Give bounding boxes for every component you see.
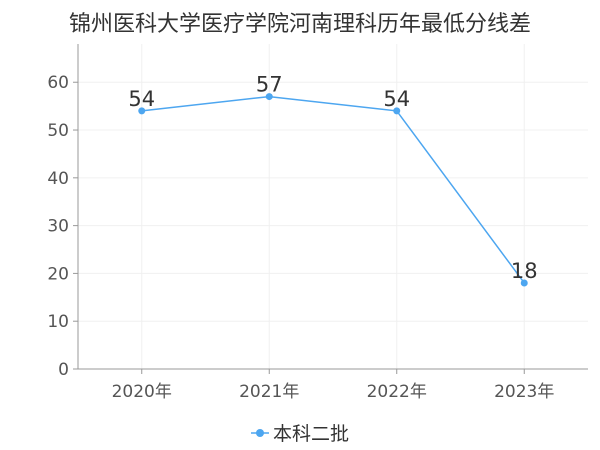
data-label: 54	[383, 87, 410, 111]
data-point[interactable]	[265, 93, 273, 101]
data-point[interactable]	[393, 107, 401, 115]
legend-label[interactable]: 本科二批	[273, 423, 349, 445]
legend[interactable]: 本科二批	[251, 423, 349, 445]
y-tick-label: 60	[47, 73, 69, 93]
x-tick-label: 2021年	[239, 382, 299, 402]
data-point[interactable]	[520, 279, 528, 287]
y-tick-label: 50	[47, 121, 69, 141]
y-tick-label: 20	[47, 264, 69, 284]
y-tick-label: 10	[47, 312, 69, 332]
data-label: 18	[511, 259, 538, 283]
y-tick-label: 0	[58, 360, 69, 380]
axis-layer: 0 10 20 30 40 50 60 2020年 2021年 2022年 2023年	[47, 44, 588, 402]
x-tick-label: 2023年	[494, 382, 554, 402]
data-label: 57	[256, 73, 283, 97]
x-tick-label: 2022年	[367, 382, 427, 402]
legend-marker-icon	[256, 429, 264, 437]
data-point[interactable]	[138, 107, 146, 115]
data-label: 54	[128, 87, 155, 111]
y-tick-label: 30	[47, 217, 69, 237]
y-tick-label: 40	[47, 169, 69, 189]
series-layer	[138, 93, 528, 287]
series-line	[141, 95, 525, 284]
x-tick-label: 2020年	[112, 382, 172, 402]
chart-title: 锦州医科大学医疗学院河南理科历年最低分线差	[68, 12, 531, 37]
label-layer: 54 57 54 18	[128, 73, 537, 283]
